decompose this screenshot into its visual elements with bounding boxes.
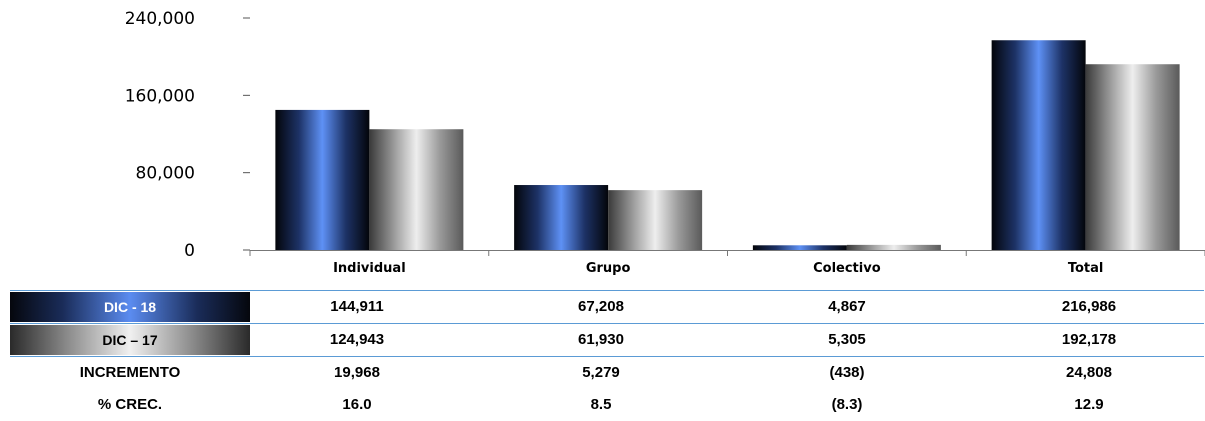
y-tick-label: 160,000 bbox=[125, 86, 195, 106]
bar-grupo-series-1 bbox=[514, 185, 609, 250]
table-cell: 61,930 bbox=[578, 331, 624, 348]
table-cell: 4,867 bbox=[828, 298, 866, 315]
data-table: DIC - 18 144,911 67,208 4,867 216,986 DI… bbox=[10, 290, 1204, 421]
bar-chart: 0 80,000 160,000 240,000 Individual Grupo Col… bbox=[125, 9, 1205, 276]
table-row-crec: % CREC. 16.0 8.5 (8.3) 12.9 bbox=[10, 389, 1204, 421]
row-label-incremento: INCREMENTO bbox=[79, 364, 181, 381]
table-row-dic-18: DIC - 18 144,911 67,208 4,867 216,986 bbox=[10, 290, 1204, 323]
y-tick-label: 240,000 bbox=[125, 9, 195, 29]
table-cell: 8.5 bbox=[590, 396, 612, 413]
table-cell: 24,808 bbox=[1066, 364, 1112, 381]
table-cell: 192,178 bbox=[1061, 331, 1117, 348]
x-category-label: Grupo bbox=[586, 261, 631, 276]
bar-colectivo-series-2 bbox=[846, 244, 941, 250]
bar-colectivo-series-1 bbox=[752, 245, 847, 250]
table-cell: 16.0 bbox=[342, 396, 372, 413]
table-row-incremento: INCREMENTO 19,968 5,279 (438) 24,808 bbox=[10, 357, 1204, 389]
x-category-label: Colectivo bbox=[813, 261, 881, 276]
bar-individual-series-1 bbox=[275, 109, 370, 250]
table-cell: 5,305 bbox=[828, 331, 866, 348]
bar-individual-series-2 bbox=[369, 129, 464, 250]
table-cell: 124,943 bbox=[329, 331, 385, 348]
table-cell: 12.9 bbox=[1074, 396, 1104, 413]
y-axis: 0 80,000 160,000 240,000 bbox=[125, 9, 250, 261]
table-cell: (438) bbox=[829, 364, 865, 381]
bars bbox=[275, 40, 1180, 250]
bar-total-series-2 bbox=[1085, 64, 1180, 250]
table-cell: 67,208 bbox=[578, 298, 624, 315]
bar-grupo-series-2 bbox=[608, 190, 703, 250]
bar-total-series-1 bbox=[991, 40, 1086, 250]
table-cell: 216,986 bbox=[1061, 298, 1117, 315]
table-cell: 144,911 bbox=[330, 298, 384, 315]
series-label-dic-18: DIC - 18 bbox=[10, 292, 250, 322]
x-category-label: Total bbox=[1068, 261, 1104, 276]
y-tick-label: 0 bbox=[184, 241, 195, 261]
series-label-dic-17: DIC – 17 bbox=[10, 325, 250, 355]
table-cell: (8.3) bbox=[831, 396, 863, 413]
table-cell: 19,968 bbox=[334, 364, 380, 381]
x-category-label: Individual bbox=[333, 261, 406, 276]
table-row-dic-17: DIC – 17 124,943 61,930 5,305 192,178 bbox=[10, 323, 1204, 357]
y-tick-label: 80,000 bbox=[136, 164, 195, 184]
row-label-crec: % CREC. bbox=[97, 396, 163, 413]
table-cell: 5,279 bbox=[582, 364, 620, 381]
x-axis: Individual Grupo Colectivo Total bbox=[249, 250, 1205, 276]
